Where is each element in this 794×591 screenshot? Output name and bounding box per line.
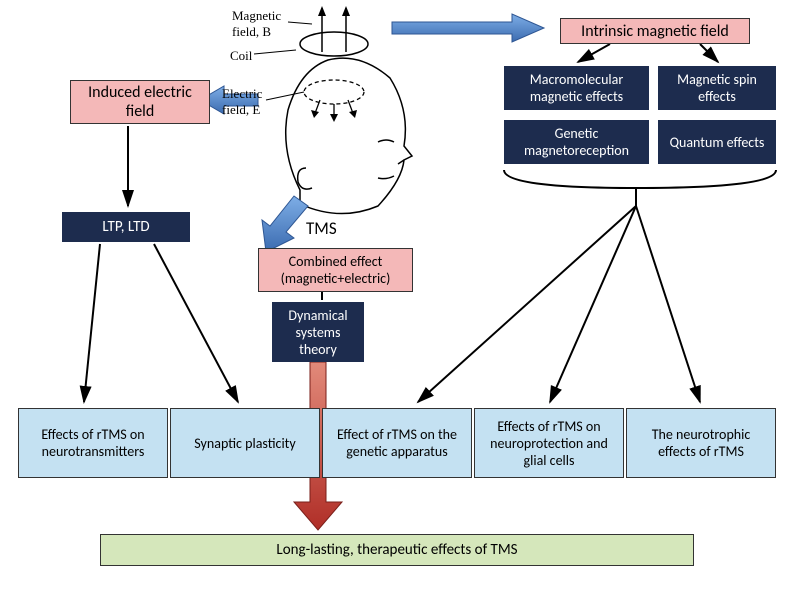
label-electric-field: Electric field, E (222, 86, 262, 118)
neurotrophic-effects: The neurotrophic effects of rTMS (626, 408, 776, 478)
genetic-magnetoreception: Genetic magnetoreception (504, 120, 649, 164)
effects-neurotransmitters: Effects of rTMS on neurotransmitters (18, 408, 168, 478)
long-lasting-effects: Long-lasting, therapeutic effects of TMS (100, 534, 694, 566)
intrinsic-magnetic-field: Intrinsic magnetic field (560, 18, 750, 44)
ltp-ltd: LTP, LTD (62, 212, 190, 242)
macromolecular-effects: Macromolecular magnetic effects (504, 66, 649, 110)
label-magnetic-field: Magnetic field, B (232, 8, 281, 40)
synaptic-plasticity: Synaptic plasticity (170, 408, 320, 478)
magnetic-spin-effects: Magnetic spin effects (658, 66, 776, 110)
effects-neuroprotection: Effects of rTMS on neuroprotection and g… (474, 408, 624, 478)
label-coil: Coil (230, 48, 252, 64)
quantum-effects: Quantum effects (658, 120, 776, 164)
dynamical-systems-theory: Dynamical systems theory (272, 302, 364, 362)
induced-electric-field: Induced electric field (70, 80, 210, 124)
effect-genetic-apparatus: Effect of rTMS on the genetic apparatus (322, 408, 472, 478)
combined-effect: Combined effect (magnetic+electric) (258, 248, 413, 292)
label-tms: TMS (306, 218, 337, 239)
